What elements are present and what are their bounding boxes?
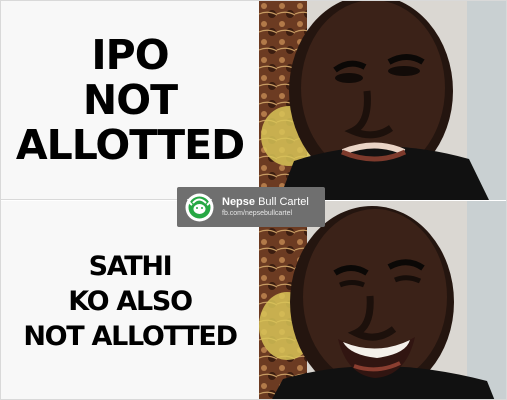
bull-icon <box>185 193 214 221</box>
bottom-caption-line-1: SATHI <box>88 250 173 282</box>
top-caption-line-2: NOT <box>82 75 178 124</box>
bottom-caption-line-2: KO ALSO <box>68 285 193 317</box>
bottom-photo-laughing-man <box>259 201 506 399</box>
watermark-url: fb.com/nepsebullcartel <box>222 210 293 217</box>
watermark-text: Nepse Bull Cartel fb.com/nepsebullcartel <box>222 197 309 218</box>
watermark-brand: Nepse Bull Cartel <box>222 197 309 208</box>
bottom-caption-line-3: NOT ALLOTTED <box>23 320 238 352</box>
top-caption: IPO NOT ALLOTTED <box>15 30 245 169</box>
top-caption-line-3: ALLOTTED <box>15 120 245 169</box>
bottom-text-panel: SATHI KO ALSO NOT ALLOTTED <box>1 201 259 399</box>
disappointed-face-illustration <box>259 1 506 200</box>
top-caption-line-1: IPO <box>91 30 169 79</box>
watermark-brand-regular: Bull Cartel <box>258 196 309 208</box>
watermark-badge: Nepse Bull Cartel fb.com/nepsebullcartel <box>177 187 325 227</box>
watermark-brand-bold: Nepse <box>222 196 256 208</box>
laughing-face-illustration <box>259 201 506 399</box>
bottom-caption: SATHI KO ALSO NOT ALLOTTED <box>23 249 238 354</box>
top-text-panel: IPO NOT ALLOTTED <box>1 1 259 200</box>
top-photo-disappointed-man <box>259 1 506 200</box>
